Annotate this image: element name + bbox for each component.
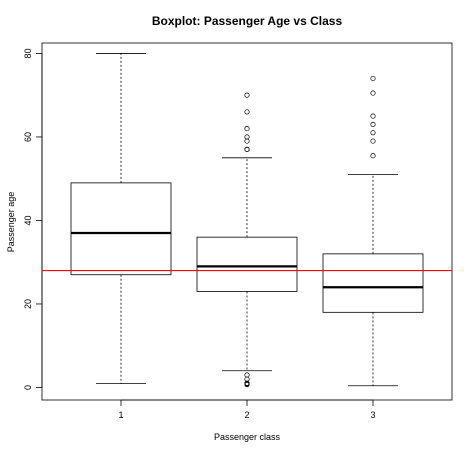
outlier-point bbox=[244, 134, 250, 140]
x-tick-label: 3 bbox=[370, 410, 375, 420]
outlier-point bbox=[244, 92, 250, 98]
outlier-point bbox=[370, 121, 376, 127]
y-tick-label: 60 bbox=[23, 132, 33, 142]
outlier-point bbox=[244, 372, 250, 378]
y-tick-label: 80 bbox=[23, 48, 33, 58]
iqr-box bbox=[322, 253, 424, 313]
box-group-class-3 bbox=[322, 75, 424, 387]
boxes bbox=[70, 53, 424, 388]
outlier-point bbox=[244, 376, 250, 382]
y-axis-label: Passenger age bbox=[6, 192, 16, 253]
outlier-point bbox=[244, 109, 250, 115]
x-axis: 1 2 3 bbox=[118, 399, 376, 420]
outlier-point bbox=[370, 113, 376, 119]
y-tick-label: 20 bbox=[23, 299, 33, 309]
iqr-box bbox=[70, 182, 172, 276]
box-group-class-1 bbox=[70, 53, 172, 385]
y-tick-label: 0 bbox=[23, 385, 33, 390]
x-tick-label: 2 bbox=[244, 410, 249, 420]
outlier-point bbox=[370, 153, 376, 159]
iqr-box bbox=[196, 236, 298, 292]
outlier-point bbox=[370, 130, 376, 136]
y-tick-label: 40 bbox=[23, 215, 33, 225]
box-group-class-2 bbox=[196, 92, 298, 388]
outlier-point bbox=[370, 75, 376, 82]
chart-title: Boxplot: Passenger Age vs Class bbox=[152, 14, 343, 28]
outlier-point bbox=[244, 138, 250, 144]
y-axis: 0 20 40 60 80 bbox=[23, 48, 43, 390]
x-axis-label: Passenger class bbox=[214, 432, 281, 442]
outlier-point bbox=[370, 138, 376, 144]
outlier-point bbox=[370, 90, 376, 96]
outlier-point bbox=[244, 146, 250, 153]
outlier-point bbox=[244, 126, 250, 132]
x-tick-label: 1 bbox=[118, 410, 123, 420]
